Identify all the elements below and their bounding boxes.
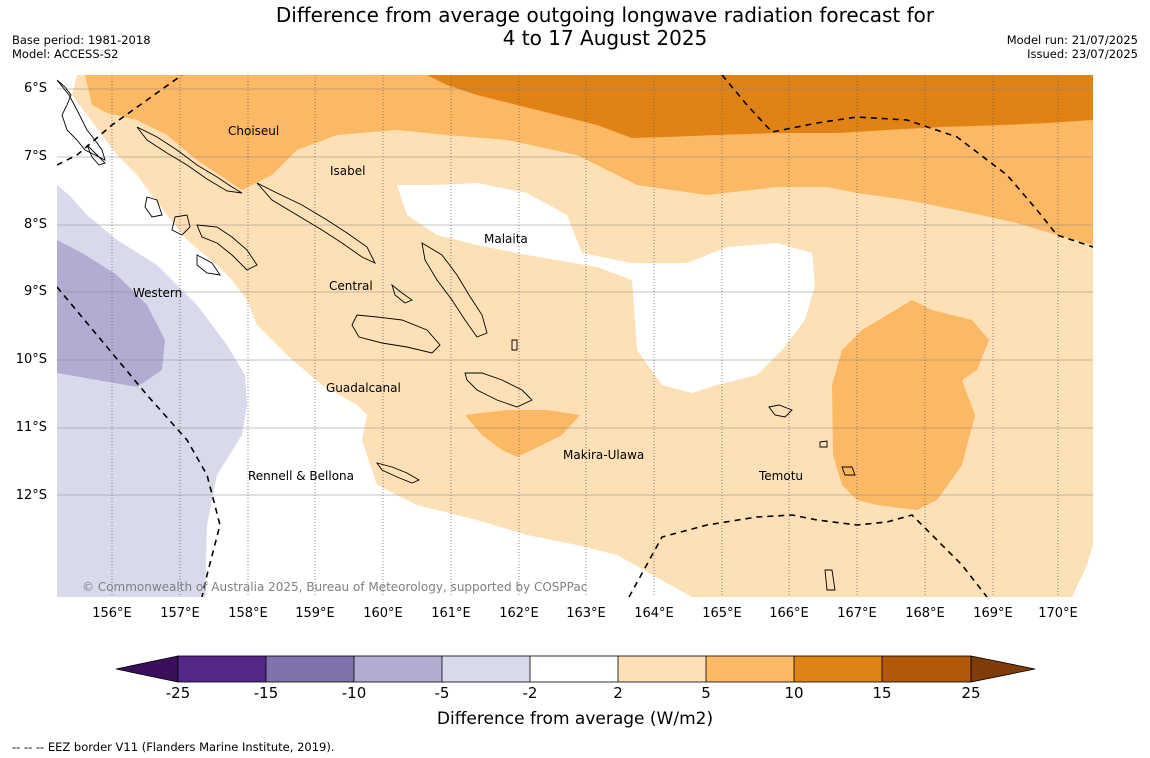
coastlines <box>57 79 856 591</box>
chart-title: Difference from average outgoing longwav… <box>0 4 1150 50</box>
lon-label: 160°E <box>363 606 403 621</box>
issued-date: Issued: 23/07/2025 <box>1027 47 1138 61</box>
meta-right: Model run: 21/07/2025 Issued: 23/07/2025 <box>1007 33 1138 61</box>
lat-label: 11°S <box>15 420 47 435</box>
region-label-isabel: Isabel <box>330 164 366 178</box>
meta-left: Base period: 1981-2018 Model: ACCESS-S2 <box>12 33 151 61</box>
colorbar-edges <box>177 655 972 683</box>
forecast-map <box>57 75 1093 597</box>
lon-label: 164°E <box>634 606 674 621</box>
colorbar-bin <box>882 656 971 682</box>
colorbar-bin <box>442 656 530 682</box>
lon-label: 161°E <box>431 606 471 621</box>
lat-label: 12°S <box>15 488 47 503</box>
colorbar-extend-low <box>115 655 179 683</box>
lon-label: 163°E <box>566 606 606 621</box>
colorbar-tick: -10 <box>341 684 367 702</box>
colorbar-bin <box>794 656 882 682</box>
lat-label: 9°S <box>23 284 47 299</box>
colorbar-bin <box>266 656 354 682</box>
region-label-choiseul: Choiseul <box>228 124 280 138</box>
colorbar-tick: 10 <box>784 684 804 702</box>
lon-label: 166°E <box>769 606 809 621</box>
eez-footnote: -- -- -- EEZ border V11 (Flanders Marine… <box>12 740 335 754</box>
lon-label: 165°E <box>702 606 742 621</box>
region-label-makira-ulawa: Makira-Ulawa <box>563 448 645 462</box>
eez-border <box>57 75 1093 597</box>
latitude-gridlines <box>57 88 1093 496</box>
region-label-temotu: Temotu <box>759 469 804 483</box>
lon-label: 168°E <box>905 606 945 621</box>
colorbar-bin <box>706 656 794 682</box>
region-label-guadalcanal: Guadalcanal <box>326 381 401 395</box>
anomaly-zone-medium-orange-south <box>465 410 580 457</box>
colorbar-title: Difference from average (W/m2) <box>436 709 714 729</box>
lat-label: 7°S <box>23 149 47 164</box>
colorbar-tick: 5 <box>701 684 711 702</box>
region-label-rennell-bellona: Rennell & Bellona <box>248 469 355 483</box>
colorbar-bin <box>618 656 706 682</box>
lon-label: 157°E <box>160 606 200 621</box>
colorbar <box>115 655 1036 683</box>
longitude-gridlines <box>111 75 1059 597</box>
region-label-malaita: Malaita <box>484 232 528 246</box>
colorbar-tick: 25 <box>961 684 981 702</box>
colorbar-tick: 2 <box>613 684 623 702</box>
colorbar-svg <box>115 655 1036 683</box>
lon-label: 156°E <box>92 606 132 621</box>
colorbar-bin <box>178 656 266 682</box>
map-svg <box>57 75 1093 597</box>
region-label-central: Central <box>329 279 373 293</box>
model-run: Model run: 21/07/2025 <box>1006 33 1138 47</box>
region-label-western: Western <box>133 286 183 300</box>
title-line-2: 4 to 17 August 2025 <box>502 26 708 50</box>
colorbar-bin <box>530 656 618 682</box>
colorbar-bin <box>354 656 442 682</box>
anomaly-zone-medium-orange-east <box>832 300 989 510</box>
anomaly-zone-mid-purple <box>57 240 165 387</box>
anomaly-zone-near-average <box>397 183 815 393</box>
lat-label: 8°S <box>23 217 47 232</box>
colorbar-tick: -5 <box>434 684 450 702</box>
colorbar-tick: -15 <box>253 684 279 702</box>
colorbar-extend-high <box>970 655 1036 683</box>
copyright-notice: © Commonwealth of Australia 2025, Bureau… <box>82 580 588 594</box>
lon-label: 158°E <box>228 606 268 621</box>
anomaly-zone-dark-orange <box>427 75 1093 138</box>
lon-label: 169°E <box>973 606 1013 621</box>
colorbar-tick: 15 <box>872 684 892 702</box>
colorbar-tick: -2 <box>522 684 538 702</box>
lon-label: 162°E <box>499 606 539 621</box>
title-line-1: Difference from average outgoing longwav… <box>275 3 935 27</box>
lat-label: 6°S <box>23 81 47 96</box>
base-period: Base period: 1981-2018 <box>12 33 151 47</box>
model-name: Model: ACCESS-S2 <box>12 47 119 61</box>
lon-label: 159°E <box>295 606 335 621</box>
lat-label: 10°S <box>15 352 47 367</box>
lon-label: 170°E <box>1038 606 1078 621</box>
lon-label: 167°E <box>837 606 877 621</box>
colorbar-tick: -25 <box>165 684 191 702</box>
